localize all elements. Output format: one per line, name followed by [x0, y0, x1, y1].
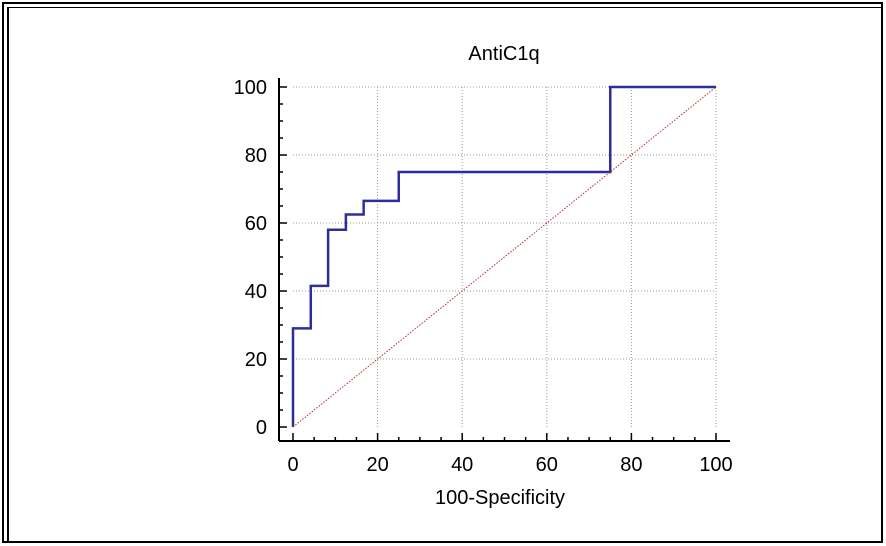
x-axis-label: 100-Specificity	[435, 487, 565, 509]
inner-border	[7, 7, 882, 543]
x-tick-label: 100	[699, 454, 732, 476]
roc-curve-line	[291, 85, 716, 427]
x-tick-label: 0	[287, 454, 298, 476]
y-tick-label: 60	[245, 213, 267, 235]
y-tick-label: 0	[256, 417, 267, 439]
tick-labels: 0 20 40 60 80 100 0 20 40 60 80 100	[234, 77, 733, 476]
x-tick-label: 60	[536, 454, 558, 476]
y-tick-label: 100	[234, 77, 267, 99]
axes	[278, 78, 730, 442]
series-group	[291, 85, 717, 428]
x-tick-label: 80	[620, 454, 642, 476]
y-tick-label: 80	[245, 145, 267, 167]
x-tick-label: 40	[451, 454, 473, 476]
reference-diagonal-line	[292, 86, 717, 428]
chart-title: AntiC1q	[468, 43, 539, 65]
y-tick-label: 40	[245, 281, 267, 303]
y-tick-label: 20	[245, 349, 267, 371]
x-tick-label: 20	[366, 454, 388, 476]
